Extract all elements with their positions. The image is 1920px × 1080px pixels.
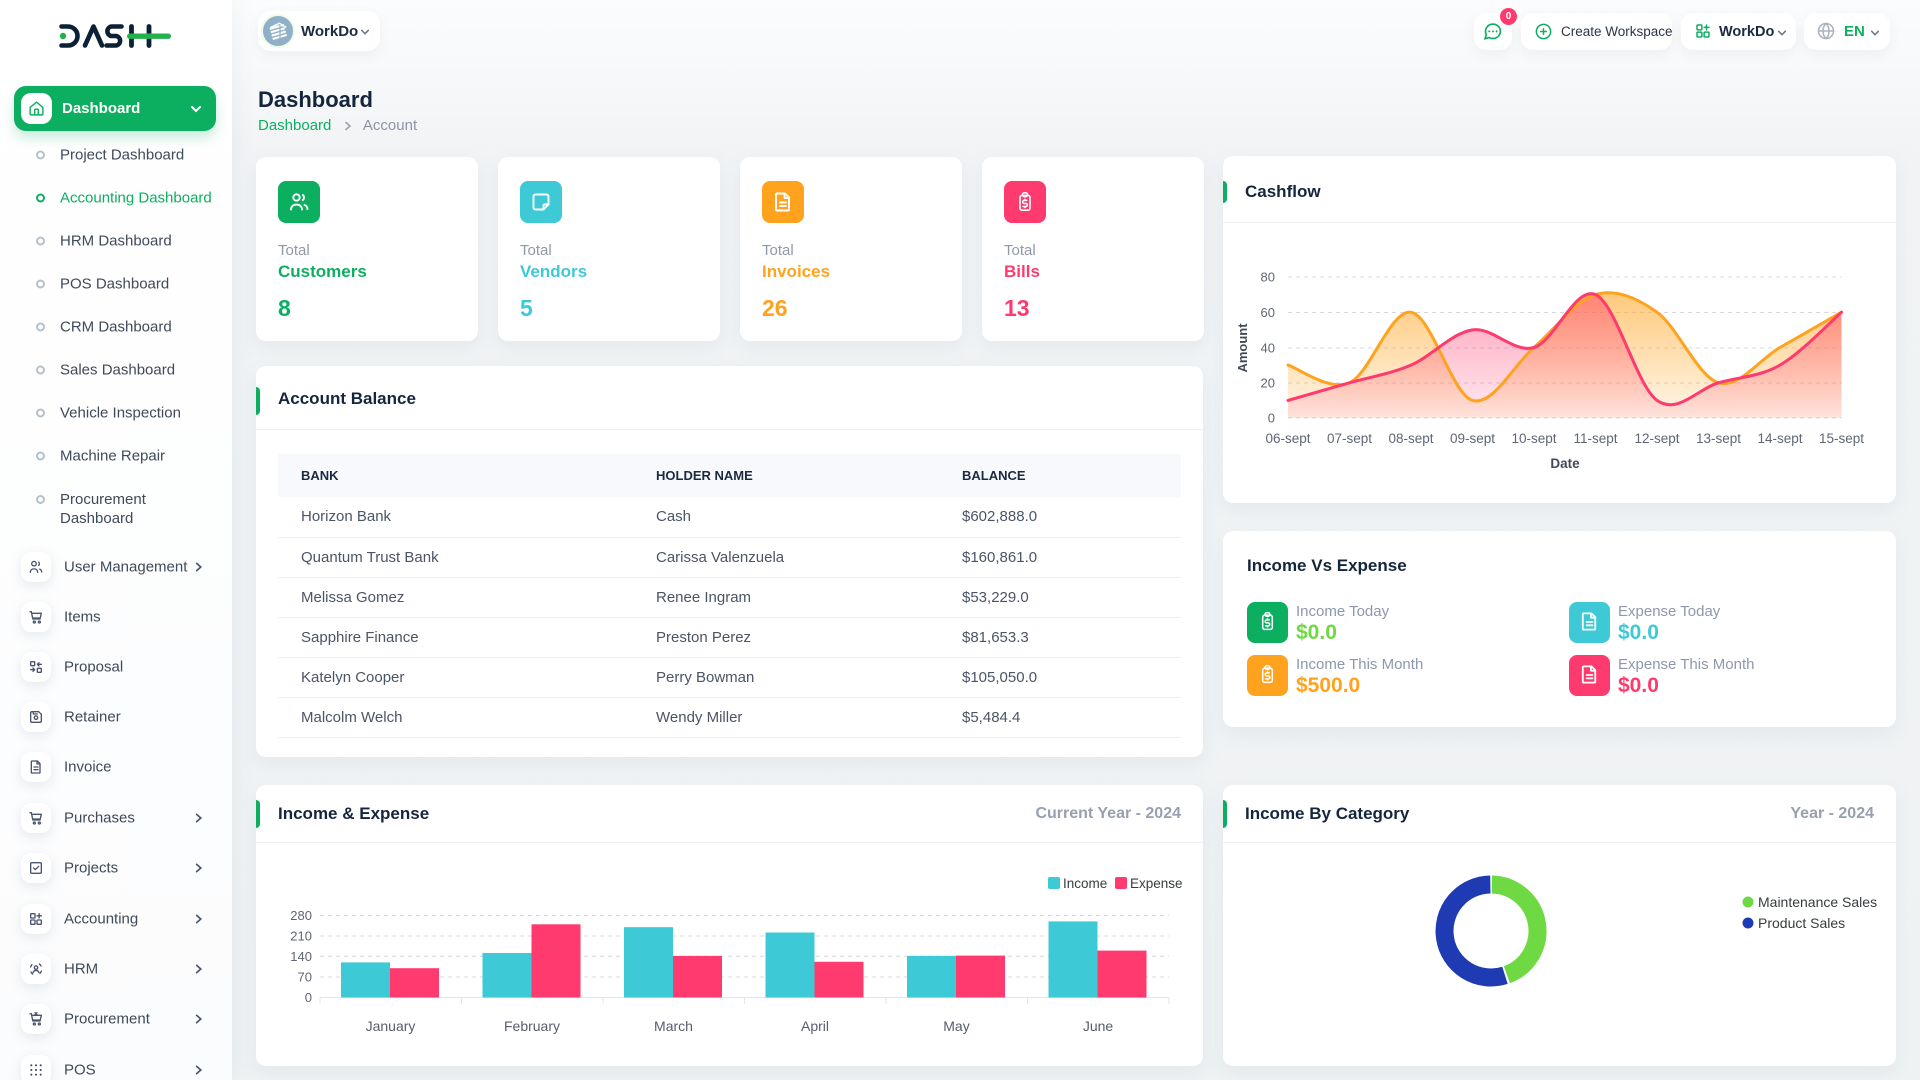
svg-text:70: 70 <box>298 970 312 985</box>
svg-text:60: 60 <box>1261 305 1275 320</box>
svg-text:March: March <box>654 1018 693 1034</box>
svg-text:140: 140 <box>290 949 312 964</box>
svg-text:10-sept: 10-sept <box>1511 431 1556 446</box>
svg-text:14-sept: 14-sept <box>1757 431 1802 446</box>
svg-text:07-sept: 07-sept <box>1327 431 1372 446</box>
svg-text:January: January <box>366 1018 416 1034</box>
svg-text:0: 0 <box>1268 411 1275 426</box>
svg-text:Amount: Amount <box>1235 323 1250 373</box>
svg-text:20: 20 <box>1261 376 1275 391</box>
svg-text:June: June <box>1083 1018 1114 1034</box>
svg-text:15-sept: 15-sept <box>1819 431 1864 446</box>
svg-text:May: May <box>943 1018 969 1034</box>
svg-text:280: 280 <box>290 908 312 923</box>
svg-text:Product Sales: Product Sales <box>1758 915 1845 931</box>
svg-text:April: April <box>801 1018 829 1034</box>
svg-text:06-sept: 06-sept <box>1265 431 1310 446</box>
svg-text:Maintenance Sales: Maintenance Sales <box>1758 894 1877 910</box>
svg-text:February: February <box>504 1018 560 1034</box>
svg-text:40: 40 <box>1261 341 1275 356</box>
svg-text:13-sept: 13-sept <box>1696 431 1741 446</box>
svg-text:Expense: Expense <box>1130 876 1183 891</box>
svg-text:80: 80 <box>1261 270 1275 285</box>
svg-text:0: 0 <box>305 990 312 1005</box>
svg-text:210: 210 <box>290 929 312 944</box>
svg-text:Income: Income <box>1063 876 1107 891</box>
svg-text:11-sept: 11-sept <box>1573 431 1617 446</box>
svg-text:Date: Date <box>1550 456 1580 471</box>
svg-text:12-sept: 12-sept <box>1634 431 1679 446</box>
svg-text:08-sept: 08-sept <box>1388 431 1433 446</box>
svg-text:09-sept: 09-sept <box>1450 431 1495 446</box>
